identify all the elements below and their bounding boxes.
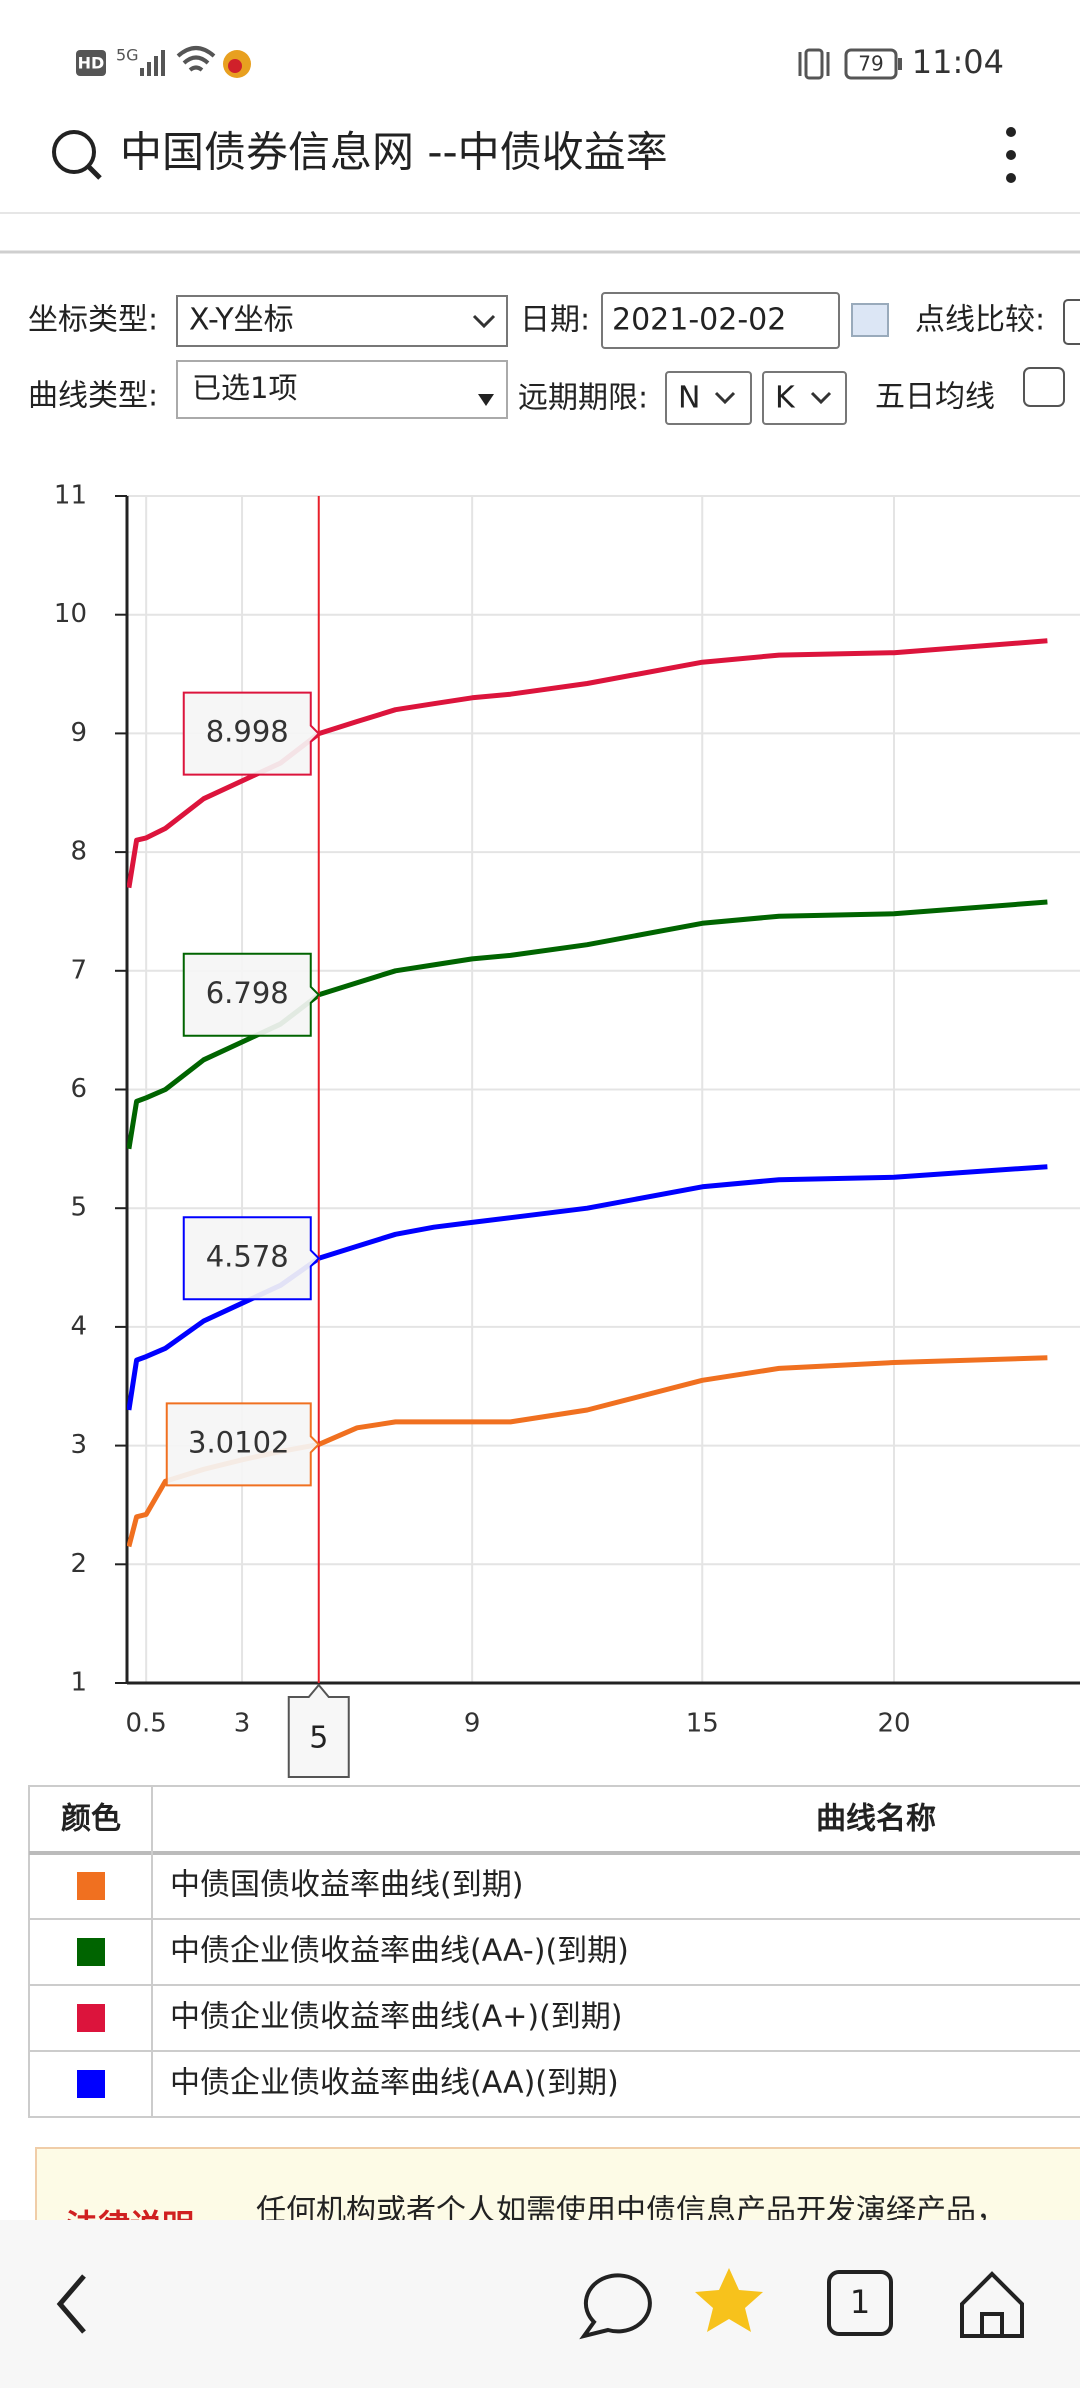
x-tick-label: 0.5: [125, 1709, 166, 1739]
search-handle: [86, 164, 102, 180]
y-tick-label: 4: [70, 1311, 87, 1341]
weibo-dot: [228, 59, 242, 73]
legend-label: 中债企业债收益率曲线(A+)(到期): [170, 2000, 622, 2035]
x-tick-label: 9: [464, 1709, 481, 1739]
back-button[interactable]: [56, 2274, 86, 2334]
wifi-icon: [176, 46, 216, 72]
date-value: 2021-02-02: [612, 303, 786, 338]
y-tick-label: 7: [70, 955, 87, 985]
calendar-icon[interactable]: [851, 303, 889, 337]
select-arrow: [810, 391, 832, 405]
curve-label: 曲线类型:: [28, 379, 158, 414]
vibrate-icon: [798, 52, 830, 76]
hd-badge: [76, 50, 106, 76]
legend-label: 中债企业债收益率曲线(AA-)(到期): [170, 1934, 629, 1969]
tooltip-box: [182, 1216, 321, 1301]
date-input[interactable]: [601, 292, 840, 349]
clock: 11:04: [912, 43, 1004, 81]
battery-level: 79: [858, 52, 883, 76]
legend-swatch: [77, 1872, 105, 1900]
tooltip-value: 6.798: [206, 976, 289, 1010]
series-line: [127, 1164, 1048, 1411]
crosshair-label: 5: [309, 1721, 328, 1756]
y-tick-label: 6: [70, 1074, 87, 1104]
y-tick-label: 11: [54, 481, 87, 511]
legend-swatch: [77, 2070, 105, 2098]
legend-swatch: [77, 2004, 105, 2032]
select-arrow: [472, 314, 496, 329]
legend-table: 颜色 曲线名称 中债国债收益率曲线(到期) 中债企业债收益率曲线(AA-)(到期)…: [28, 1785, 1080, 2118]
page-title: 中国债券信息网 --中债收益率: [120, 128, 668, 177]
forward-n-select[interactable]: [665, 371, 752, 425]
compare-checkbox[interactable]: [1063, 299, 1080, 345]
tooltip-box: [165, 1402, 321, 1487]
select-arrow: [714, 391, 736, 405]
y-tick-label: 10: [54, 599, 87, 629]
legend-label: 中债企业债收益率曲线(AA)(到期): [170, 2066, 619, 2101]
y-tick-label: 2: [70, 1549, 87, 1579]
vibrate-phone: [804, 48, 824, 80]
y-tick-label: 3: [70, 1430, 87, 1460]
home-button[interactable]: [960, 2271, 1024, 2338]
menu-button[interactable]: [1006, 127, 1016, 183]
crosshair-label-box: [287, 1683, 350, 1778]
y-tick-label: 5: [70, 1193, 87, 1223]
coord-select[interactable]: [176, 295, 508, 347]
series-line: [127, 1355, 1048, 1548]
y-tick-label: 9: [70, 718, 87, 748]
table-header: 颜色: [61, 1802, 121, 1837]
hd-text: HD: [78, 54, 105, 73]
forward-k-select[interactable]: [762, 371, 847, 425]
x-tick-label: 3: [234, 1709, 251, 1739]
table-header: 曲线名称: [816, 1802, 936, 1837]
tabs-button[interactable]: [827, 2270, 893, 2336]
forward-label: 远期期限:: [518, 381, 648, 416]
curve-value: 已选1项: [192, 371, 297, 405]
forward-n: N: [678, 381, 700, 416]
tooltip-box: [182, 691, 321, 776]
y-tick-label: 1: [70, 1668, 87, 1698]
x-tick-label: 20: [877, 1709, 910, 1739]
signal-icon: [140, 50, 165, 76]
coord-value: X-Y坐标: [189, 303, 294, 338]
ma-checkbox[interactable]: [1023, 367, 1065, 407]
search-icon[interactable]: [52, 130, 96, 174]
tabs-count: 1: [850, 2283, 870, 2321]
tooltip-box: [182, 952, 321, 1037]
ma-label: 五日均线: [875, 380, 995, 415]
curve-select[interactable]: [176, 360, 508, 419]
date-label: 日期:: [520, 303, 590, 338]
legend-label: 中债国债收益率曲线(到期): [170, 1868, 523, 1903]
nav-bar: [0, 2220, 1080, 2388]
forward-k: K: [775, 381, 796, 416]
comment-button[interactable]: [579, 2273, 652, 2340]
tooltip-value: 3.0102: [188, 1425, 289, 1459]
battery-tip: [898, 58, 902, 70]
table-frame: [28, 1785, 1080, 2118]
x-tick-label: 15: [686, 1709, 719, 1739]
favorite-button[interactable]: [695, 2268, 763, 2332]
coord-label: 坐标类型:: [28, 303, 158, 338]
compare-label: 点线比较:: [915, 303, 1045, 338]
battery-icon: [844, 48, 898, 80]
network-text: 5G: [116, 46, 139, 65]
legend-swatch: [77, 1938, 105, 1966]
curve-arrow: [478, 394, 494, 406]
chart: 1 2 3 4 5 6 7 8 9 10 11 0.5 3 9 15 20 5 3.0102 6.798 8.998 4…: [54, 481, 1080, 1778]
series-line: [127, 899, 1048, 1150]
y-tick-label: 8: [70, 837, 87, 867]
tooltip-value: 4.578: [206, 1239, 289, 1273]
series-line: [127, 638, 1048, 889]
tooltip-value: 8.998: [206, 715, 289, 749]
